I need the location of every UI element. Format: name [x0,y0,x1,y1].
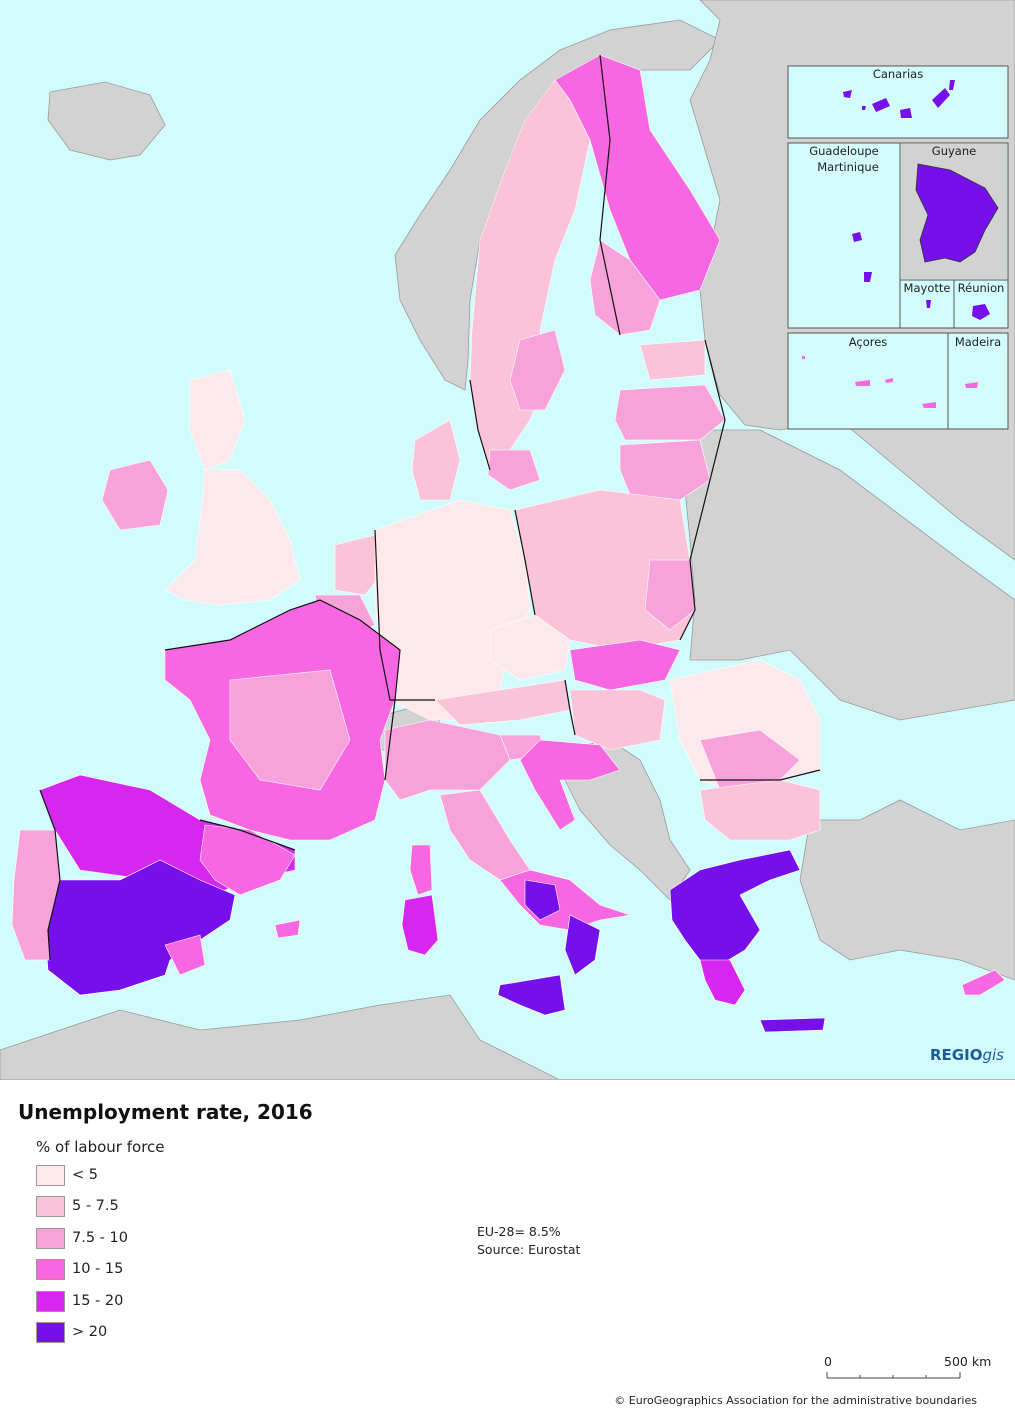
legend-label: 5 - 7.5 [72,1198,119,1214]
corsica [409,844,433,896]
balearics [274,919,301,939]
legend-class-4: 10 - 15 [36,1258,123,1280]
legend-label: 7.5 - 10 [72,1230,128,1246]
sardinia [401,894,439,956]
copyright-note: © EuroGeographics Association for the ad… [614,1394,977,1407]
map-frame: Canarias Guadeloupe Martinique Guyane Ma… [0,0,1015,1080]
legend-class-6: > 20 [36,1321,107,1343]
madeira-island [965,382,978,388]
inset-label-mayotte: Mayotte [904,281,951,295]
reunion-shape [972,304,990,320]
legend-class-5: 15 - 20 [36,1290,123,1312]
insets: Canarias Guadeloupe Martinique Guyane Ma… [787,65,1009,430]
guadeloupe-shape [852,232,862,242]
greece [669,849,801,966]
inset-label-guadeloupe: Guadeloupe [809,144,879,158]
canarias-islands [843,80,955,118]
inset-canarias [787,65,1009,139]
inset-atlantic [787,332,1009,430]
legend-title: Unemployment rate, 2016 [18,1100,313,1124]
scale-bar: 0 500 km [824,1354,994,1388]
bulgaria [699,779,821,841]
legend-label: 15 - 20 [72,1293,124,1309]
legend-swatch [36,1164,65,1186]
denmark [411,419,461,501]
guyane-shape [915,163,999,263]
legend-swatch [36,1290,65,1312]
catalonia [199,824,296,896]
acores-islands [802,356,936,408]
legend-swatch [36,1321,65,1343]
ireland [101,459,169,531]
sicily [497,974,566,1016]
inset-label-guyane: Guyane [932,144,976,158]
inset-label-reunion: Réunion [958,281,1005,295]
crete [759,1017,826,1033]
regiogis-logo: REGIOgis [930,1046,1004,1064]
croatia [519,739,621,831]
campania [524,879,561,921]
source-note: Source: Eurostat [477,1242,581,1257]
national-borders [39,54,821,961]
sweden-south [487,449,541,491]
uk-scotland [189,369,246,471]
turkey-east [799,799,1015,981]
martinique-shape [864,272,872,282]
north-africa [0,994,559,1079]
inset-label-canarias: Canarias [873,67,923,81]
poland-east [644,559,696,631]
eu-regions [11,54,1006,1033]
slovakia [569,639,681,691]
france-centre [229,669,351,791]
greenland-iceland [47,81,166,161]
finland-south [589,239,661,336]
legend-label: < 5 [72,1167,98,1183]
sweden-east [509,329,566,411]
valencia-murcia [164,934,206,976]
scale-end-label: 500 km [944,1354,992,1369]
legend-class-3: 7.5 - 10 [36,1227,128,1249]
inset-label-acores: Açores [849,335,888,349]
inset-label-martinique: Martinique [817,160,879,174]
eu-average-note: EU-28= 8.5% [477,1224,561,1239]
uk-england [164,469,301,606]
mayotte-shape [926,300,931,308]
romania-south [699,729,801,791]
legend-class-2: 5 - 7.5 [36,1195,119,1217]
peloponnese [699,959,746,1006]
scale-line [826,1372,961,1379]
calabria [564,914,601,976]
europe-map: Canarias Guadeloupe Martinique Guyane Ma… [0,0,1015,1079]
cyprus [961,969,1006,996]
belarus-ukraine [684,429,1015,721]
inset-label-madeira: Madeira [955,335,1001,349]
legend-swatch [36,1195,65,1217]
legend-panel: Unemployment rate, 2016 % of labour forc… [0,1084,1015,1415]
legend-swatch [36,1227,65,1249]
legend-class-1: < 5 [36,1164,98,1186]
estonia [639,339,706,381]
legend-label: > 20 [72,1324,108,1340]
latvia [614,384,726,441]
legend-subtitle: % of labour force [36,1138,165,1156]
legend-swatch [36,1258,65,1280]
legend-label: 10 - 15 [72,1261,124,1277]
scale-start-label: 0 [824,1354,832,1369]
